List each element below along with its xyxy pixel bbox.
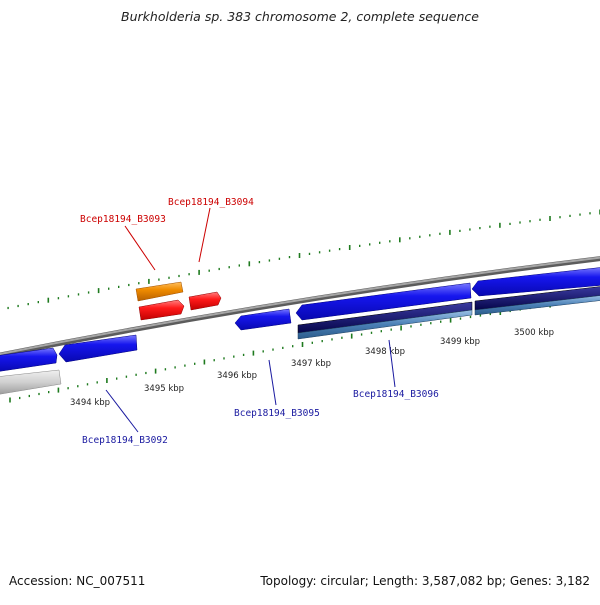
tick-label: 3499 kbp xyxy=(440,337,480,347)
gene-label-b3095[interactable]: Bcep18194_B3095 xyxy=(234,408,320,419)
leader-line-b3094 xyxy=(198,207,211,263)
tick-label: 3497 kbp xyxy=(291,359,331,369)
pseudo-gene-track[interactable] xyxy=(0,369,62,395)
tick-label: 3495 kbp xyxy=(144,384,184,394)
backbone-track xyxy=(0,256,600,356)
tick-label: 3498 kbp xyxy=(365,347,405,357)
tick-label: 3500 kbp xyxy=(514,328,554,338)
leader-line-b3092 xyxy=(105,389,139,433)
gene-label-b3092[interactable]: Bcep18194_B3092 xyxy=(82,435,168,446)
map-title: Burkholderia sp. 383 chromosome 2, compl… xyxy=(121,9,479,24)
outer-gc-track xyxy=(7,209,600,310)
gene-label-b3094[interactable]: Bcep18194_B3094 xyxy=(168,197,254,208)
orange-feature[interactable] xyxy=(135,281,184,302)
rna-gene-b3093[interactable] xyxy=(138,299,185,321)
cds-track-dark-2[interactable] xyxy=(474,286,600,311)
gene-b3092[interactable] xyxy=(58,334,138,363)
gene-label-b3096[interactable]: Bcep18194_B3096 xyxy=(353,389,439,400)
gene-right-arrow[interactable] xyxy=(471,267,600,297)
tick-label: 3496 kbp xyxy=(217,371,257,381)
gene-b3095[interactable] xyxy=(234,308,292,331)
cds-track-steel-1[interactable] xyxy=(297,309,473,340)
rna-gene-b3094[interactable] xyxy=(188,291,222,311)
accession-text: Accession: NC_007511 xyxy=(9,574,146,588)
leader-line-b3093 xyxy=(124,225,156,271)
cds-track-steel-2[interactable] xyxy=(474,295,600,316)
gene-b3096[interactable] xyxy=(295,282,472,321)
leader-line-b3095 xyxy=(268,359,277,406)
gene-left-arrow-1[interactable] xyxy=(0,347,58,372)
gene-label-b3093[interactable]: Bcep18194_B3093 xyxy=(80,214,166,225)
leader-line-b3096 xyxy=(388,339,396,388)
tick-label-group: 3494 kbp 3495 kbp 3496 kbp 3497 kbp 3498… xyxy=(70,328,554,408)
sequence-summary: Topology: circular; Length: 3,587,082 bp… xyxy=(260,574,590,588)
tick-label: 3494 kbp xyxy=(70,398,110,408)
